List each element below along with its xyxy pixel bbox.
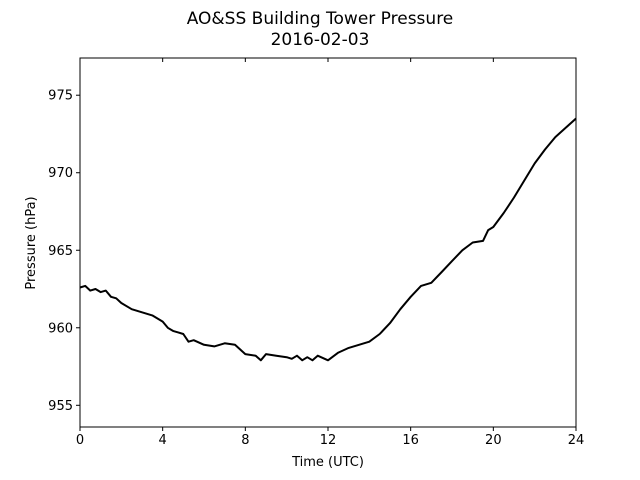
y-axis-label: Pressure (hPa) <box>24 196 39 289</box>
x-tick-label: 20 <box>485 433 502 448</box>
axis-ticks: 0 4 8 12 16 20 24 955 960 965 970 975 <box>48 58 584 448</box>
y-tick-label: 955 <box>48 399 73 414</box>
x-tick-label: 4 <box>159 433 167 448</box>
x-tick-label: 0 <box>76 433 84 448</box>
y-tick-label: 970 <box>48 166 73 181</box>
chart-subtitle: 2016-02-03 <box>271 30 370 50</box>
y-tick-label: 960 <box>48 321 73 336</box>
x-tick-label: 8 <box>241 433 249 448</box>
x-tick-label: 24 <box>568 433 585 448</box>
series-line <box>79 117 577 362</box>
chart-title: AO&SS Building Tower Pressure <box>187 9 454 29</box>
y-tick-label: 975 <box>48 89 73 104</box>
x-tick-label: 12 <box>320 433 337 448</box>
x-axis-label: Time (UTC) <box>291 455 364 470</box>
plot-frame <box>79 57 577 428</box>
x-tick-label: 16 <box>402 433 419 448</box>
y-tick-label: 965 <box>48 244 73 259</box>
